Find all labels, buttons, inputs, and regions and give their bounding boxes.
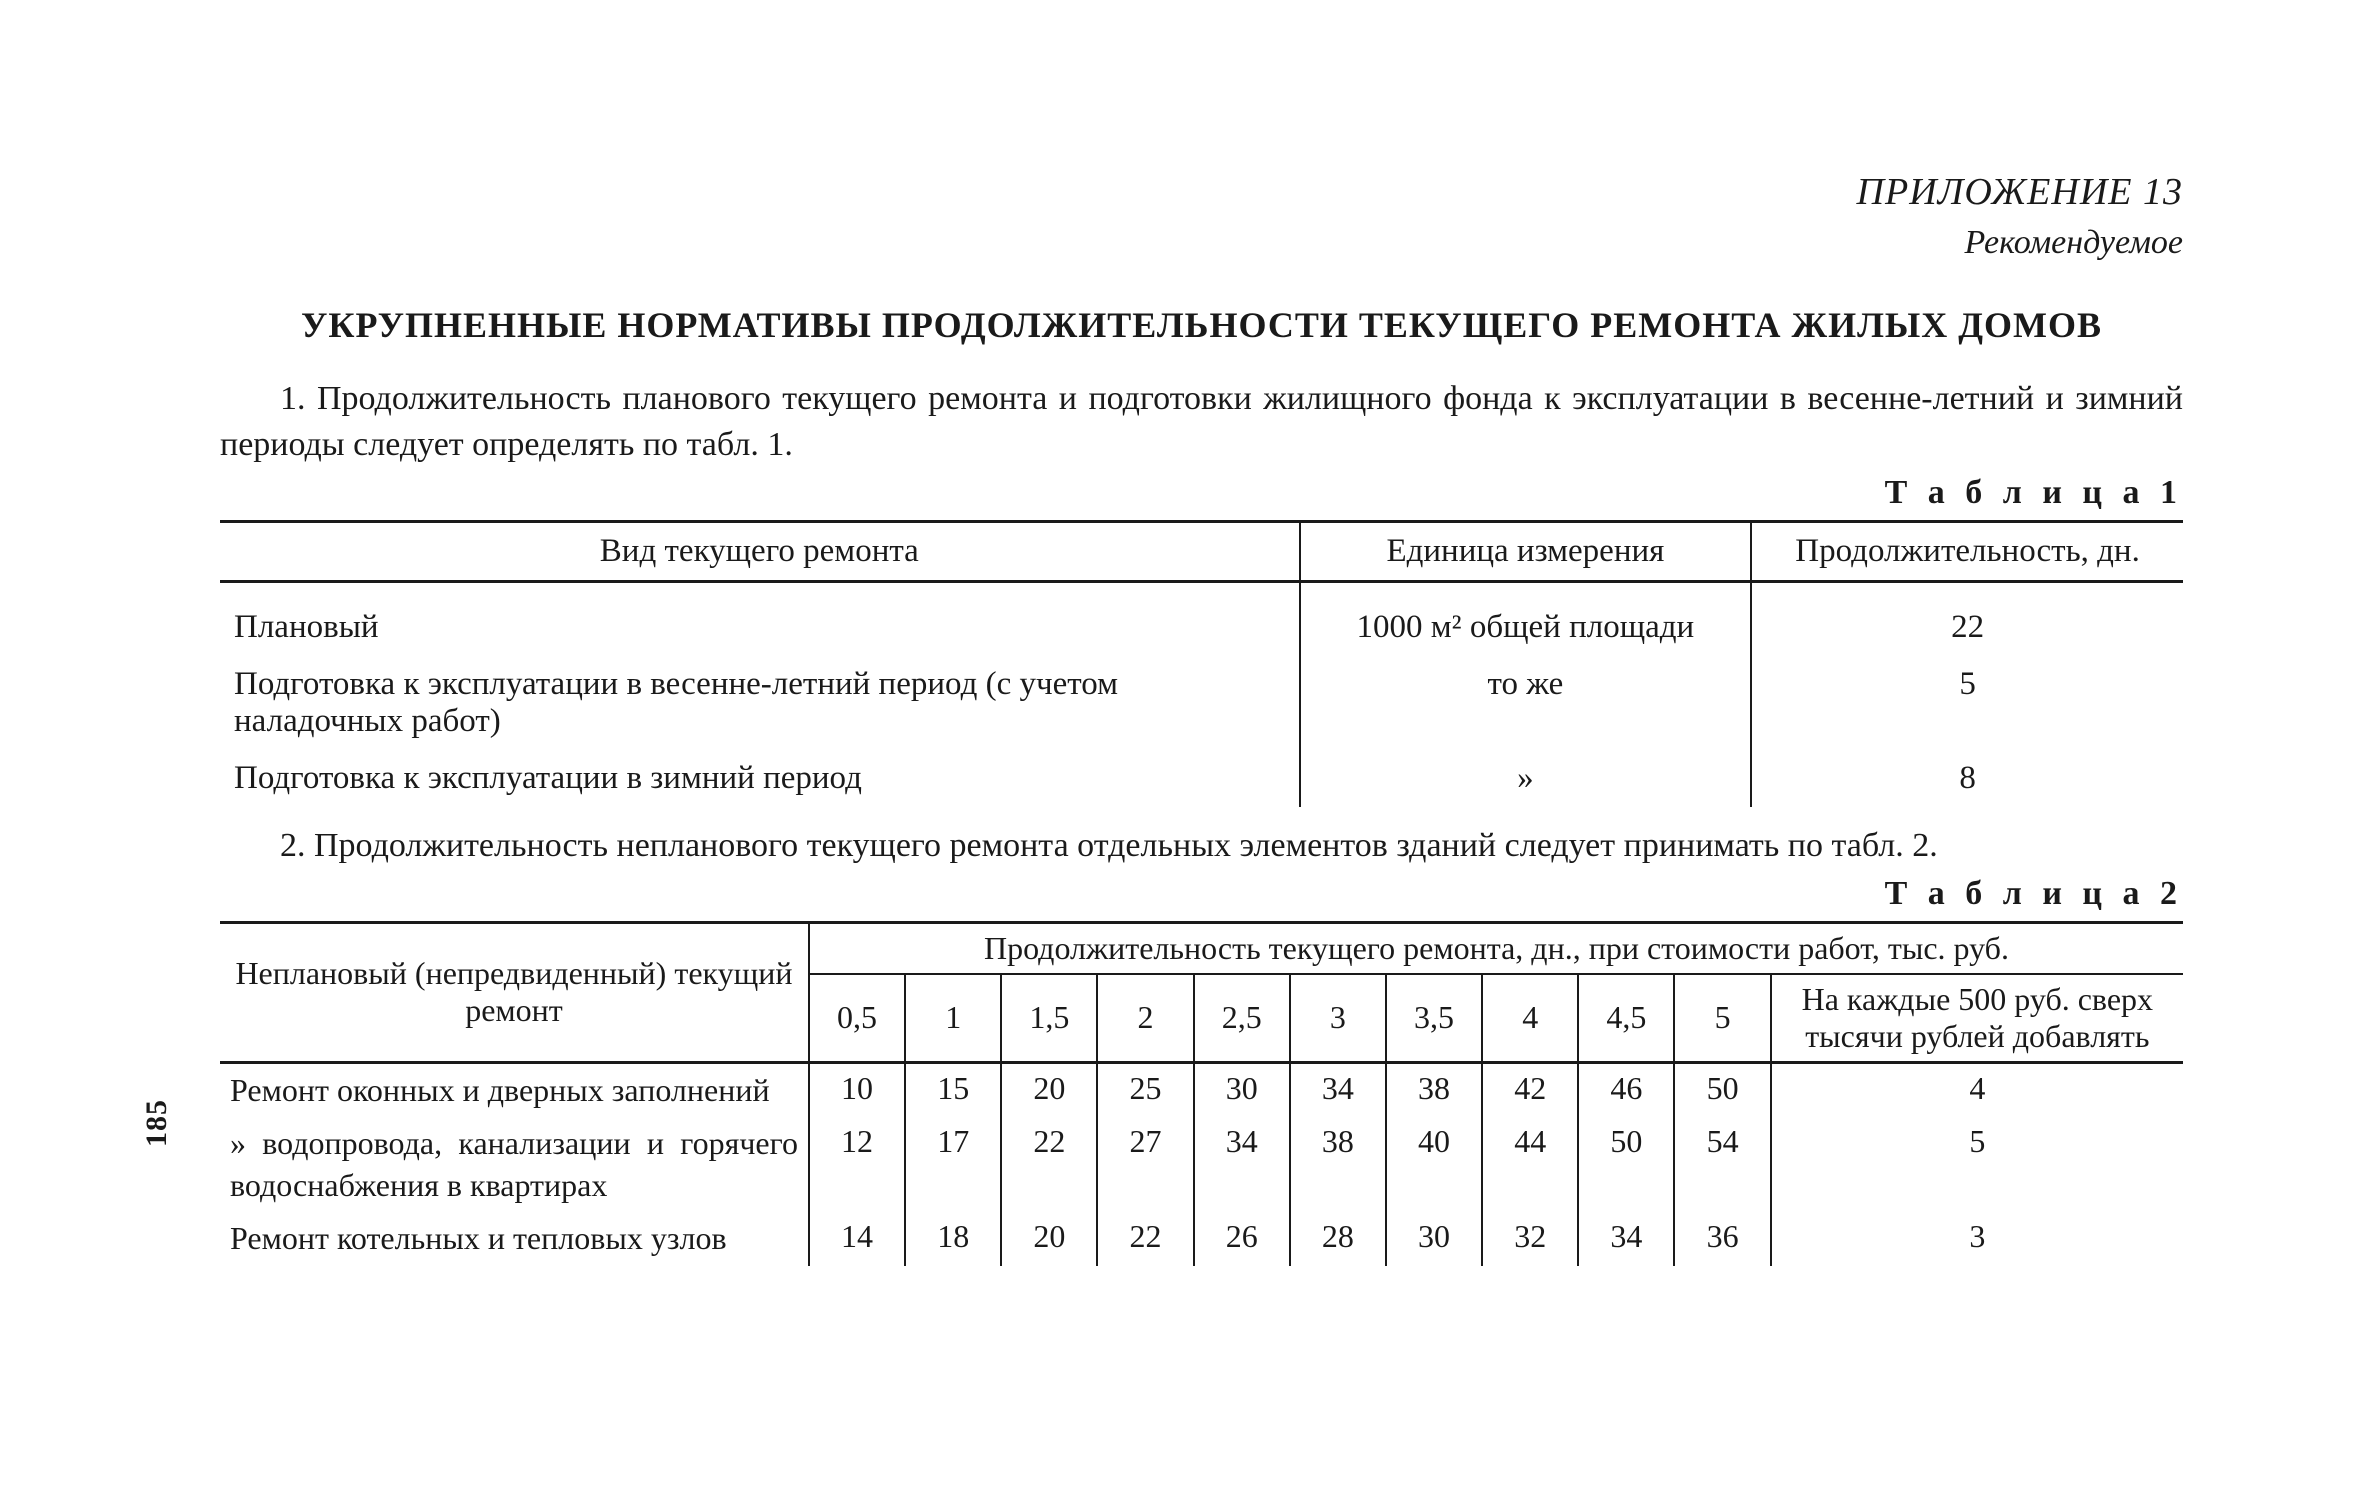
recommended-label: Рекомендуемое [220,224,2183,262]
table-row: Ремонт оконных и дверных заполнений 10 1… [220,1062,2183,1117]
t2-r0-v5: 34 [1290,1062,1386,1117]
t2-r2-v7: 32 [1482,1212,1578,1266]
t2-cost-8: 4,5 [1578,974,1674,1063]
t2-cost-1: 1 [905,974,1001,1063]
t2-r0-v0: 10 [809,1062,905,1117]
table-row: Подготовка к эксплуатации в зимний перио… [220,750,2183,807]
t2-cost-0: 0,5 [809,974,905,1063]
t1-r2-c1: Подготовка к эксплуатации в зимний перио… [220,750,1300,807]
document-title: УКРУПНЕННЫЕ НОРМАТИВЫ ПРОДОЛЖИТЕЛЬНОСТИ … [220,304,2183,346]
t1-r0-c2: 1000 м² общей площади [1300,581,1751,656]
t2-r1-v7: 44 [1482,1117,1578,1212]
table-2: Неплановый (непредвиденный) текущий ремо… [220,921,2183,1266]
t2-r2-v5: 28 [1290,1212,1386,1266]
t2-r0-v7: 42 [1482,1062,1578,1117]
t2-r2-v8: 34 [1578,1212,1674,1266]
t2-cost-2: 1,5 [1001,974,1097,1063]
table1-label: Т а б л и ц а 1 [220,474,2183,512]
t1-head-c2: Единица измерения [1300,521,1751,581]
table-row: Подготовка к эксплуатации в весенне-летн… [220,656,2183,750]
t2-r1-v5: 38 [1290,1117,1386,1212]
t2-r2-v4: 26 [1194,1212,1290,1266]
t2-cost-7: 4 [1482,974,1578,1063]
t2-r0-v2: 20 [1001,1062,1097,1117]
appendix-label: ПРИЛОЖЕНИЕ 13 [220,170,2183,214]
t2-r2-v2: 20 [1001,1212,1097,1266]
t2-r1-v1: 17 [905,1117,1001,1212]
paragraph-2-text: 2. Продолжительность непланового текущег… [280,827,1938,864]
t2-r2-desc: Ремонт котельных и тепловых узлов [220,1212,809,1266]
t2-r2-v9: 36 [1674,1212,1770,1266]
t2-r1-v2: 22 [1001,1117,1097,1212]
paragraph-2: 2. Продолжительность непланового текущег… [220,823,2183,869]
t1-head-c3: Продолжительность, дн. [1751,521,2183,581]
t2-r1-desc: » водопровода, канализации и горячего во… [220,1117,809,1212]
table-1: Вид текущего ремонта Единица измерения П… [220,520,2183,807]
t2-r2-v6: 30 [1386,1212,1482,1266]
t2-cost-3: 2 [1097,974,1193,1063]
t2-r0-v4: 30 [1194,1062,1290,1117]
t2-head-left: Неплановый (непредвиденный) текущий ремо… [220,922,809,1062]
table2-label: Т а б л и ц а 2 [220,875,2183,913]
page: ПРИЛОЖЕНИЕ 13 Рекомендуемое УКРУПНЕННЫЕ … [0,0,2363,1501]
t2-r2-extra: 3 [1771,1212,2183,1266]
t2-r0-desc: Ремонт оконных и дверных заполнений [220,1062,809,1117]
t2-cost-4: 2,5 [1194,974,1290,1063]
page-number: 185 [140,1099,174,1147]
t1-r1-c2: то же [1300,656,1751,750]
t2-r2-v1: 18 [905,1212,1001,1266]
table-row: Ремонт котельных и тепловых узлов 14 18 … [220,1212,2183,1266]
table-row: Плановый 1000 м² общей площади 22 [220,581,2183,656]
t2-r0-v8: 46 [1578,1062,1674,1117]
t2-r1-v3: 27 [1097,1117,1193,1212]
table-row: » водопровода, канализации и горячего во… [220,1117,2183,1212]
t1-r1-c1: Подготовка к эксплуатации в весенне-летн… [220,656,1300,750]
t2-r0-extra: 4 [1771,1062,2183,1117]
t2-r0-v3: 25 [1097,1062,1193,1117]
t2-r1-v6: 40 [1386,1117,1482,1212]
t2-head-top: Продолжительность текущего ремонта, дн.,… [809,922,2183,974]
t2-r2-v0: 14 [809,1212,905,1266]
t2-cost-6: 3,5 [1386,974,1482,1063]
t2-r2-v3: 22 [1097,1212,1193,1266]
t2-r1-v0: 12 [809,1117,905,1212]
paragraph-1-text: 1. Продолжительность планового текущего … [220,380,2183,463]
t1-r2-c3: 8 [1751,750,2183,807]
t2-r1-v4: 34 [1194,1117,1290,1212]
t2-r1-v9: 54 [1674,1117,1770,1212]
t2-r0-v9: 50 [1674,1062,1770,1117]
t1-r0-c1: Плановый [220,581,1300,656]
t1-r2-c2: » [1300,750,1751,807]
t2-r1-v8: 50 [1578,1117,1674,1212]
t1-head-c1: Вид текущего ремонта [220,521,1300,581]
t2-r0-v6: 38 [1386,1062,1482,1117]
t2-r1-extra: 5 [1771,1117,2183,1212]
t2-extra-head: На каждые 500 руб. сверх тысячи рублей д… [1771,974,2183,1063]
paragraph-1: 1. Продолжительность планового текущего … [220,376,2183,468]
t1-r0-c3: 22 [1751,581,2183,656]
t2-r0-v1: 15 [905,1062,1001,1117]
t2-cost-9: 5 [1674,974,1770,1063]
t1-r1-c3: 5 [1751,656,2183,750]
t2-cost-5: 3 [1290,974,1386,1063]
